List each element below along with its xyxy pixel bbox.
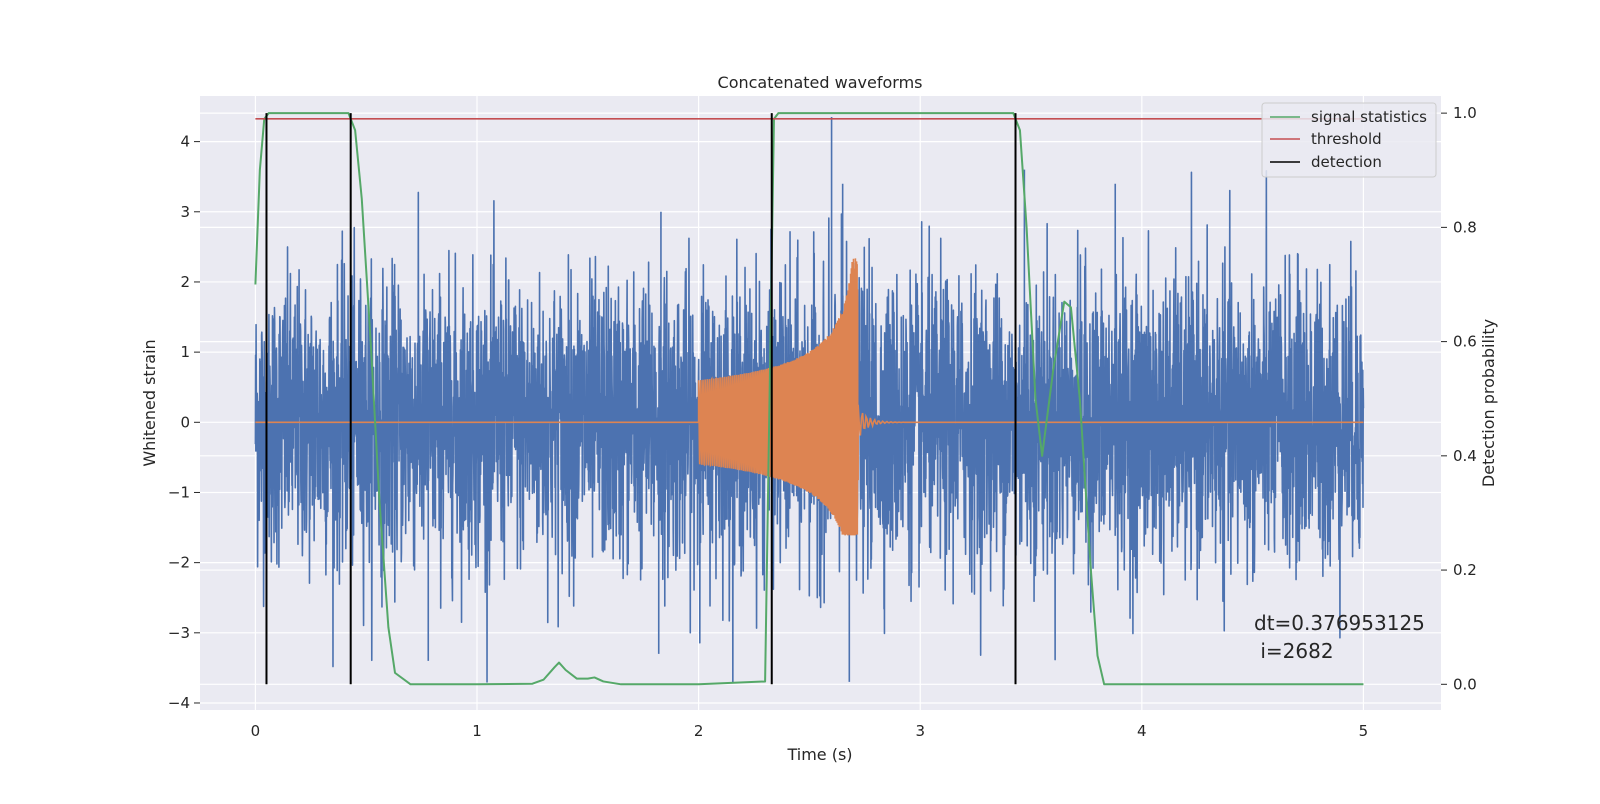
y-tick-label: −1 — [168, 483, 190, 501]
y-tick-label: −4 — [168, 694, 190, 712]
y2-axis-label: Detection probability — [1479, 319, 1498, 487]
x-tick-label: 0 — [251, 722, 261, 740]
signal-statistics-series — [254, 112, 1364, 686]
annotation-dt: dt=0.376953125 — [1254, 611, 1425, 635]
x-tick-label: 1 — [472, 722, 482, 740]
legend-label-signal-statistics: signal statistics — [1311, 108, 1427, 126]
y-tick-label: −2 — [168, 554, 190, 572]
y2-tick-label: 0.4 — [1453, 447, 1477, 465]
strain-noise-series — [254, 117, 1365, 683]
detection-lines — [265, 113, 1017, 685]
x-tick-label: 5 — [1359, 722, 1369, 740]
x-tick-label: 2 — [694, 722, 704, 740]
x-tick-label: 3 — [915, 722, 925, 740]
legend-box — [1261, 102, 1437, 178]
axis-ticks: 0 1 2 3 4 5 −4 −3 −2 −1 0 1 2 3 4 0.0 0.2 0.4 0.6 0.8 1.0 — [168, 104, 1477, 740]
chart-title: Concatenated waveforms — [718, 73, 923, 92]
y-tick-label: 3 — [180, 203, 190, 221]
y-tick-label: −3 — [168, 624, 190, 642]
chirp-line — [255, 258, 1364, 536]
y-axis-label: Whitened strain — [140, 339, 159, 466]
signal-statistics-line — [254, 112, 1364, 686]
x-axis-label: Time (s) — [786, 745, 852, 764]
y-tick-label: 0 — [180, 413, 190, 431]
y-tick-label: 2 — [180, 273, 190, 291]
y2-tick-label: 0.6 — [1453, 333, 1477, 351]
strain-noise-line — [254, 117, 1365, 683]
y-tick-label: 4 — [180, 133, 190, 151]
legend-label-detection: detection — [1311, 153, 1382, 171]
y2-tick-label: 0.0 — [1453, 675, 1477, 693]
chirp-waveform-series — [255, 258, 1364, 536]
legend-label-threshold: threshold — [1311, 130, 1382, 148]
y2-tick-label: 1.0 — [1453, 104, 1477, 122]
y-tick-label: 1 — [180, 343, 190, 361]
y2-tick-label: 0.2 — [1453, 561, 1477, 579]
legend: signal statistics threshold detection — [1261, 102, 1437, 178]
annotation: dt=0.376953125 i=2682 — [1254, 611, 1425, 663]
annotation-i: i=2682 — [1254, 639, 1334, 663]
y2-tick-label: 0.8 — [1453, 218, 1477, 236]
x-tick-label: 4 — [1137, 722, 1147, 740]
